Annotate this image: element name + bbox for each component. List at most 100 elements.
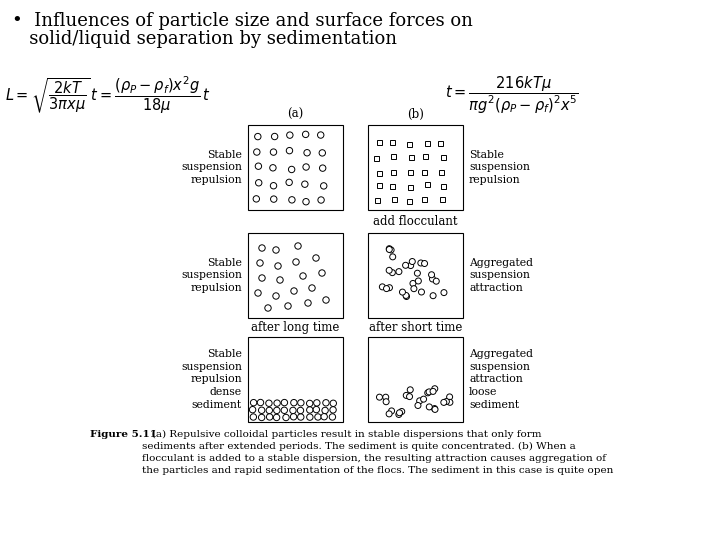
Circle shape xyxy=(318,197,324,203)
Circle shape xyxy=(286,179,292,186)
Circle shape xyxy=(294,243,301,249)
Circle shape xyxy=(433,278,439,284)
Circle shape xyxy=(388,247,394,253)
Circle shape xyxy=(297,414,304,420)
Circle shape xyxy=(408,387,413,393)
Circle shape xyxy=(276,277,283,283)
Circle shape xyxy=(318,132,324,138)
Circle shape xyxy=(274,407,280,414)
Bar xyxy=(377,183,382,188)
Circle shape xyxy=(446,394,453,400)
Circle shape xyxy=(319,150,325,156)
Text: Stable
suspension
repulsion: Stable suspension repulsion xyxy=(469,150,530,185)
Circle shape xyxy=(275,263,282,269)
Circle shape xyxy=(287,132,293,138)
Circle shape xyxy=(305,300,311,306)
Circle shape xyxy=(390,269,395,275)
Bar xyxy=(368,337,463,422)
Text: (a) Repulsive colloidal particles result in stable dispersions that only form
se: (a) Repulsive colloidal particles result… xyxy=(142,430,613,475)
Circle shape xyxy=(387,246,392,252)
Circle shape xyxy=(410,280,416,286)
Circle shape xyxy=(379,284,385,290)
Circle shape xyxy=(330,400,336,407)
Circle shape xyxy=(441,289,447,295)
Text: $L = \sqrt{\dfrac{2kT}{3\pi x\mu}}\,t = \dfrac{(\rho_P - \rho_f)x^2 g}{18\mu}\,t: $L = \sqrt{\dfrac{2kT}{3\pi x\mu}}\,t = … xyxy=(5,75,211,116)
Bar xyxy=(390,140,395,145)
Bar xyxy=(422,170,427,175)
Circle shape xyxy=(428,272,435,278)
Circle shape xyxy=(257,400,264,406)
Circle shape xyxy=(266,414,273,420)
Circle shape xyxy=(323,400,329,406)
Circle shape xyxy=(274,400,280,406)
Circle shape xyxy=(289,166,294,173)
Circle shape xyxy=(291,400,297,406)
Circle shape xyxy=(313,407,320,413)
Circle shape xyxy=(432,407,438,413)
Circle shape xyxy=(258,245,265,251)
Circle shape xyxy=(421,260,428,267)
Text: $t = \dfrac{216kT\mu}{\pi g^2 \left(\rho_P - \rho_f\right)^2 x^5}$: $t = \dfrac{216kT\mu}{\pi g^2 \left(\rho… xyxy=(445,75,579,116)
Circle shape xyxy=(430,293,436,299)
Circle shape xyxy=(408,262,414,268)
Circle shape xyxy=(307,414,313,420)
Circle shape xyxy=(415,278,421,284)
Bar xyxy=(391,170,396,174)
Circle shape xyxy=(304,150,310,156)
Circle shape xyxy=(257,260,264,266)
Circle shape xyxy=(415,402,421,408)
Circle shape xyxy=(320,183,327,189)
Text: after long time: after long time xyxy=(251,321,340,334)
Circle shape xyxy=(323,297,329,303)
Circle shape xyxy=(273,293,279,299)
Circle shape xyxy=(249,407,256,413)
Circle shape xyxy=(377,394,382,400)
Circle shape xyxy=(319,270,325,276)
Bar xyxy=(248,233,343,318)
Circle shape xyxy=(399,408,405,415)
Circle shape xyxy=(258,407,265,414)
Circle shape xyxy=(402,262,408,268)
Bar xyxy=(248,125,343,210)
Text: Stable
suspension
repulsion
dense
sediment: Stable suspension repulsion dense sedime… xyxy=(181,349,242,410)
Circle shape xyxy=(400,289,405,295)
Circle shape xyxy=(255,163,261,170)
Circle shape xyxy=(285,303,291,309)
Circle shape xyxy=(270,183,276,189)
Circle shape xyxy=(330,407,336,413)
Bar xyxy=(377,140,382,145)
Text: Aggregated
suspension
attraction: Aggregated suspension attraction xyxy=(469,258,533,293)
Circle shape xyxy=(320,165,326,171)
Bar xyxy=(408,185,413,190)
Circle shape xyxy=(303,199,309,205)
Circle shape xyxy=(314,400,320,406)
Circle shape xyxy=(312,255,319,261)
Circle shape xyxy=(431,406,438,411)
Bar xyxy=(438,170,444,176)
Text: Aggregated
suspension
attraction
loose
sediment: Aggregated suspension attraction loose s… xyxy=(469,349,533,410)
Circle shape xyxy=(290,414,297,420)
Circle shape xyxy=(383,394,389,400)
Circle shape xyxy=(271,196,277,202)
Circle shape xyxy=(329,414,336,420)
Circle shape xyxy=(407,394,413,400)
Text: add flocculant: add flocculant xyxy=(373,215,458,228)
Circle shape xyxy=(300,273,306,279)
Circle shape xyxy=(302,181,308,187)
Circle shape xyxy=(444,399,449,404)
Text: Stable
suspension
repulsion: Stable suspension repulsion xyxy=(181,258,242,293)
Circle shape xyxy=(426,389,432,395)
Circle shape xyxy=(270,165,276,171)
Circle shape xyxy=(315,414,321,420)
Circle shape xyxy=(255,290,261,296)
Circle shape xyxy=(297,407,304,414)
Text: Stable
suspension
repulsion: Stable suspension repulsion xyxy=(181,150,242,185)
Text: after short time: after short time xyxy=(369,321,462,334)
Bar xyxy=(368,233,463,318)
Circle shape xyxy=(447,399,453,406)
Circle shape xyxy=(390,254,396,260)
Bar xyxy=(409,156,414,160)
Circle shape xyxy=(255,133,261,140)
Circle shape xyxy=(415,270,420,276)
Circle shape xyxy=(321,414,328,420)
